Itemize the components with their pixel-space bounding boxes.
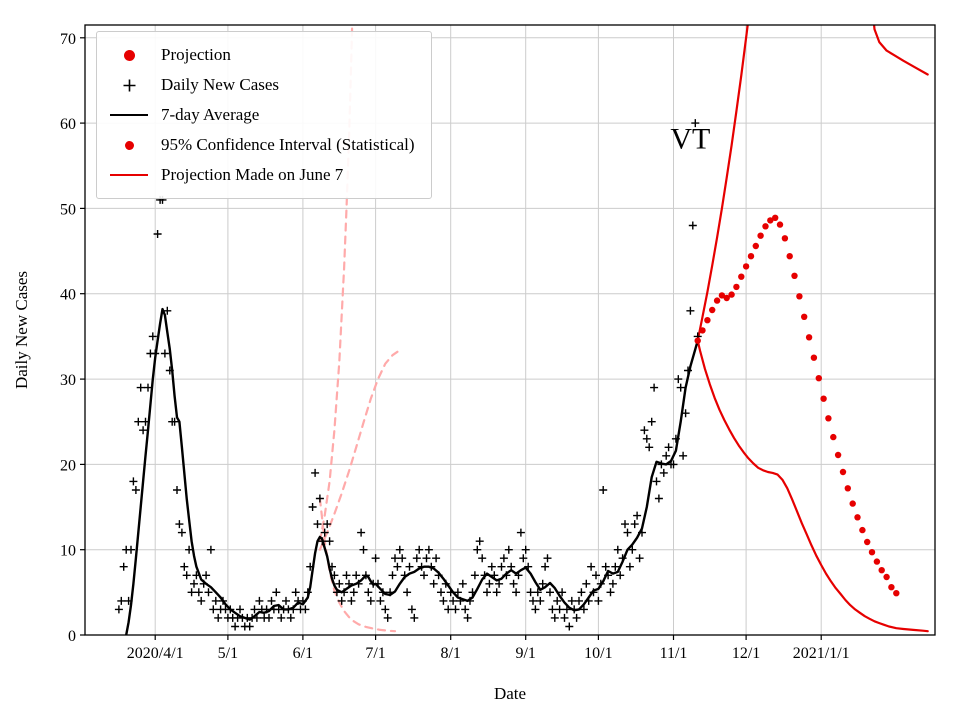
series-seven-day-average [124, 307, 699, 635]
state-annotation: VT [670, 123, 710, 156]
x-tick-label: 12/1 [732, 645, 760, 662]
y-tick-label: 30 [60, 372, 76, 389]
legend-label: Projection [161, 45, 231, 64]
legend-item-7day-average: 7-day Average [107, 100, 415, 130]
legend-label: 95% Confidence Interval (Statistical) [161, 135, 415, 154]
x-tick-label: 11/1 [660, 645, 688, 662]
series-june7-ci-lower [318, 497, 397, 633]
y-tick-label: 50 [60, 201, 76, 218]
series-projection [694, 214, 900, 597]
plus-marker-icon [107, 78, 151, 93]
legend: Projection Daily New Cases 7-day Average… [96, 31, 432, 199]
x-axis-title: Date [493, 684, 527, 703]
y-tick-label: 0 [68, 628, 76, 645]
series-ci-lower [696, 339, 929, 633]
red-small-dot-icon [107, 140, 151, 150]
legend-item-june7-projection: Projection Made on June 7 [107, 160, 415, 190]
y-tick-label: 40 [60, 287, 76, 304]
x-tick-label: 7/1 [365, 645, 385, 662]
legend-label: 7-day Average [161, 105, 260, 124]
x-tick-label: 9/1 [515, 645, 535, 662]
legend-item-daily-new-cases: Daily New Cases [107, 70, 415, 100]
x-tick-label: 6/1 [293, 645, 313, 662]
y-tick-label: 20 [60, 457, 76, 474]
x-tick-label: 5/1 [218, 645, 238, 662]
y-axis-title: Daily New Cases [12, 270, 31, 390]
x-tick-label: 2020/4/1 [127, 645, 184, 662]
x-tick-label: 10/1 [584, 645, 612, 662]
series-layer [114, 25, 929, 635]
y-tick-label: 70 [60, 31, 76, 48]
black-line-icon [107, 114, 151, 116]
y-tick-label: 60 [60, 116, 76, 133]
series-june7-projection-central [318, 350, 399, 551]
axes-frame [84, 24, 936, 636]
x-tick-label: 2021/1/1 [793, 645, 850, 662]
legend-label: Daily New Cases [161, 75, 280, 94]
red-dot-icon [107, 49, 151, 61]
legend-item-projection: Projection [107, 40, 415, 70]
red-line-icon [107, 174, 151, 176]
legend-label: Projection Made on June 7 [161, 165, 344, 184]
legend-item-confidence-interval: 95% Confidence Interval (Statistical) [107, 130, 415, 160]
x-tick-label: 8/1 [440, 645, 460, 662]
y-tick-label: 10 [60, 543, 76, 560]
series-ci-upper [696, 25, 929, 342]
